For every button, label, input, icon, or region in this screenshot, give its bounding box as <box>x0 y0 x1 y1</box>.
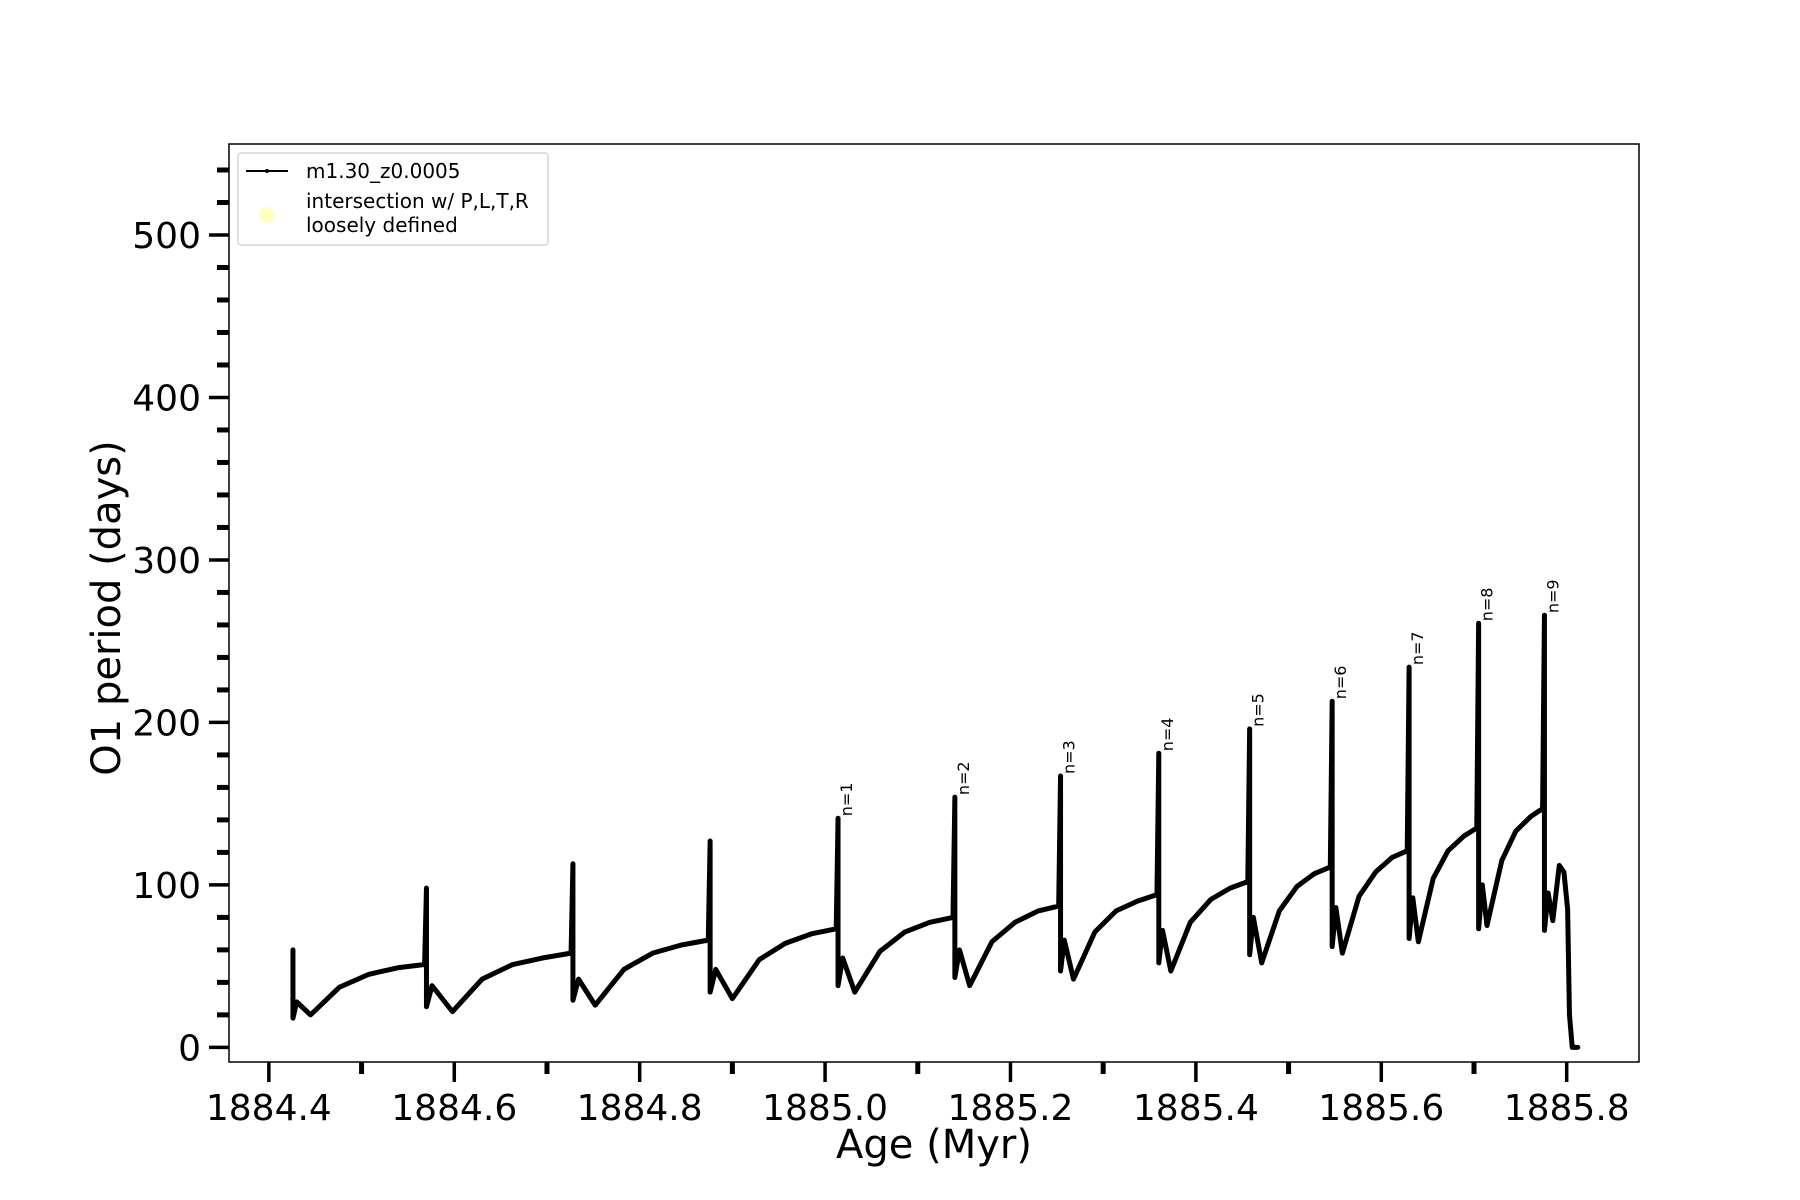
x-tick-label: 1885.2 <box>947 1088 1073 1129</box>
y-tick-label: 500 <box>132 216 201 257</box>
annotation: n=3 <box>1060 740 1079 774</box>
x-tick-label: 1884.4 <box>206 1088 332 1129</box>
y-tick-label: 400 <box>132 378 201 419</box>
x-tick-label: 1885.4 <box>1133 1088 1259 1129</box>
y-tick-label: 200 <box>132 703 201 744</box>
annotation: n=1 <box>837 783 856 817</box>
legend-label: intersection w/ P,L,T,R loosely defined <box>306 189 529 237</box>
legend-label-box: intersection w/ P,L,T,R loosely defined <box>306 189 529 237</box>
data-line <box>290 612 1581 1050</box>
legend-marker <box>265 169 269 173</box>
legend-box <box>237 152 549 246</box>
plot-frame <box>228 143 1640 1063</box>
x-tick-label: 1885.0 <box>762 1088 888 1129</box>
y-tick-label: 100 <box>132 866 201 907</box>
x-tick-label: 1885.6 <box>1318 1088 1444 1129</box>
annotation: n=7 <box>1408 631 1427 665</box>
x-tick-label: 1884.8 <box>577 1088 703 1129</box>
x-tick-label: 1885.8 <box>1504 1088 1630 1129</box>
x-tick-label: 1884.6 <box>391 1088 517 1129</box>
legend-label: m1.30_z0.0005 <box>306 159 461 183</box>
annotation: n=8 <box>1478 588 1497 622</box>
annotation: n=9 <box>1543 579 1562 613</box>
legend-marker <box>259 207 275 223</box>
annotation: n=6 <box>1331 666 1350 700</box>
y-tick-label: 300 <box>132 541 201 582</box>
annotation: n=4 <box>1158 718 1177 752</box>
x-axis-label: Age (Myr) <box>836 1122 1032 1168</box>
annotation: n=5 <box>1249 693 1268 727</box>
y-axis-label: O1 period (days) <box>84 440 130 775</box>
annotation: n=2 <box>954 761 973 795</box>
y-tick-label: 0 <box>178 1028 201 1069</box>
